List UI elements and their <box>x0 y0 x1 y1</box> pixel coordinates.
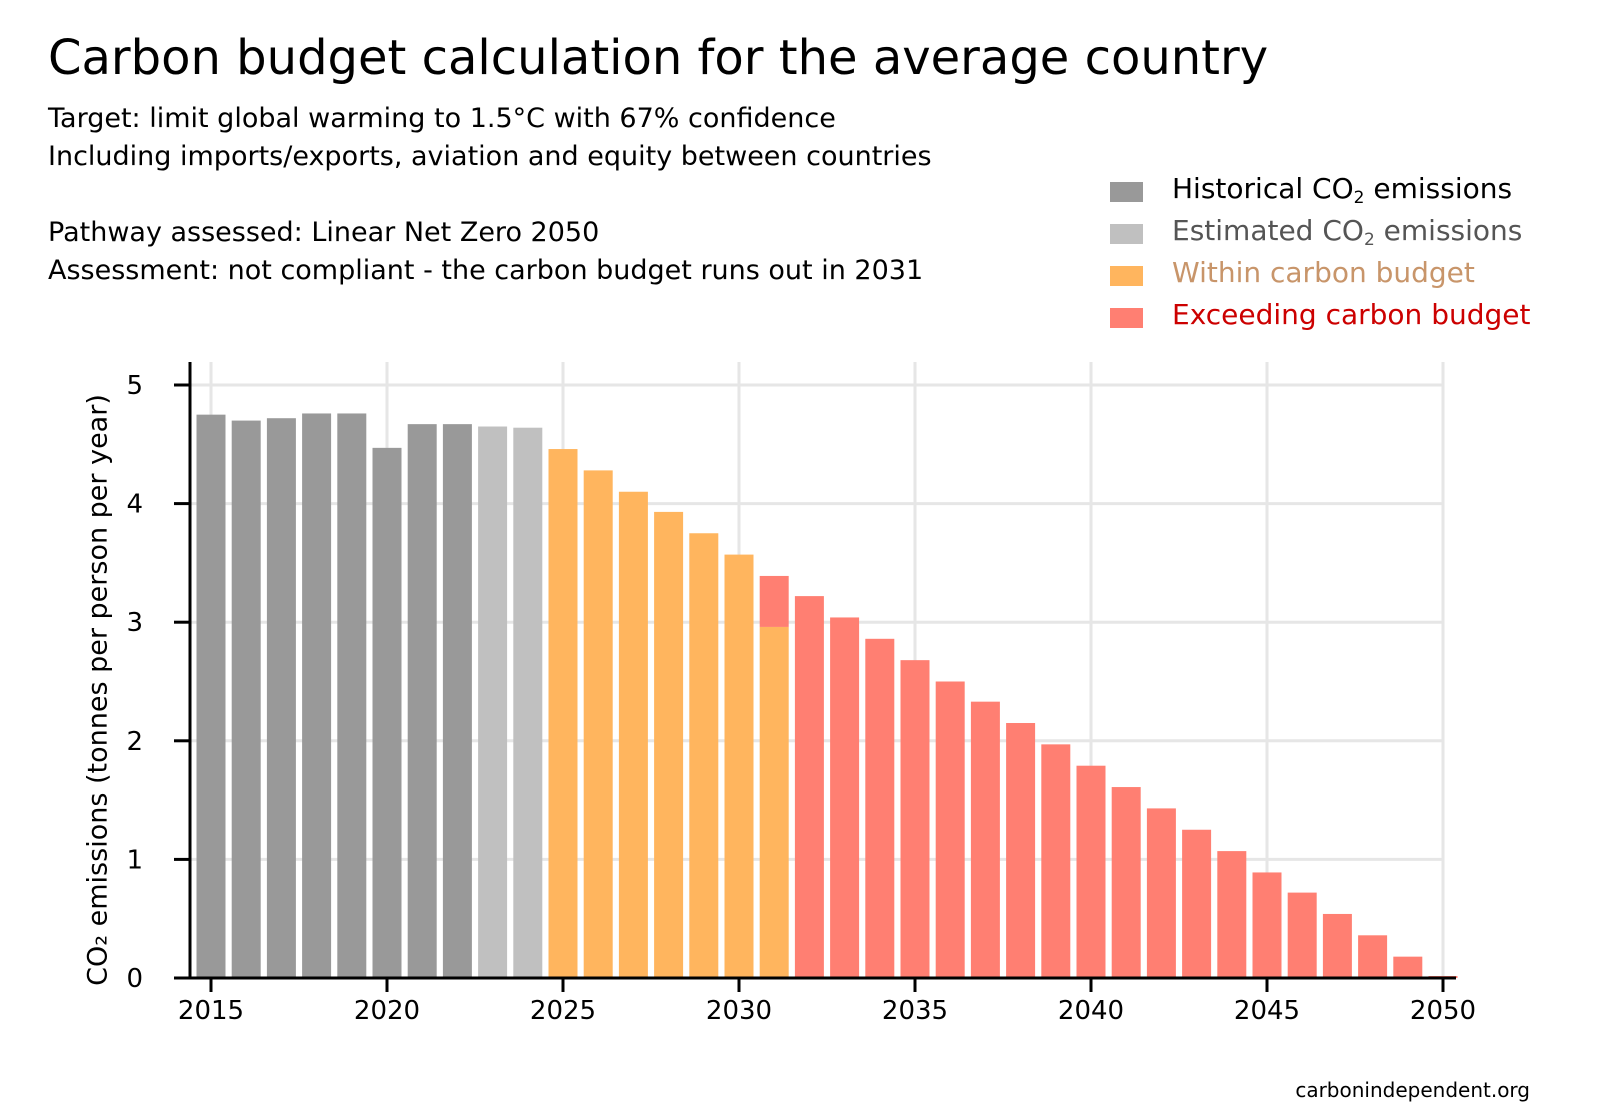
bar-2021 <box>407 424 437 978</box>
bar-2044-exceeding <box>1217 851 1247 978</box>
y-tick-label: 2 <box>126 727 143 757</box>
y-axis-label: CO₂ emissions (tonnes per person per yea… <box>82 394 114 986</box>
x-tick-label: 2030 <box>706 996 772 1026</box>
legend-swatch-historical <box>1110 182 1143 202</box>
y-tick-label: 4 <box>126 490 143 520</box>
bar-2023 <box>478 426 508 978</box>
subtitle-assessment: Assessment: not compliant - the carbon b… <box>48 255 924 286</box>
bar-2033-exceeding <box>830 617 860 978</box>
bar-2025-within <box>548 449 578 978</box>
bar-2030-within <box>724 554 754 978</box>
bar-2029-within <box>689 533 719 978</box>
bar-2018 <box>302 413 332 978</box>
bar-2028-within <box>654 511 684 978</box>
bar-2043-exceeding <box>1182 829 1212 978</box>
x-tick-label: 2045 <box>1234 996 1300 1026</box>
bar-2034-exceeding <box>865 638 895 978</box>
x-tick-label: 2025 <box>530 996 596 1026</box>
bar-2037-exceeding <box>970 701 1000 978</box>
bar-2019 <box>337 413 367 978</box>
bar-2015 <box>196 414 226 978</box>
bar-2046-exceeding <box>1287 892 1317 978</box>
bar-2038-exceeding <box>1006 723 1036 978</box>
y-tick-label: 5 <box>126 371 143 401</box>
bar-2027-within <box>618 491 648 978</box>
page-title: Carbon budget calculation for the averag… <box>48 30 1269 86</box>
bar-2017 <box>266 418 296 978</box>
y-tick-label: 1 <box>126 845 143 875</box>
bar-2049-exceeding <box>1393 956 1423 978</box>
bar-2035-exceeding <box>900 660 930 978</box>
bar-2040-exceeding <box>1076 765 1106 978</box>
bar-2036-exceeding <box>935 681 965 978</box>
legend-label-estimated: Estimated CO2 emissions <box>1172 214 1523 250</box>
legend-swatch-within <box>1110 266 1143 286</box>
bar-2048-exceeding <box>1358 935 1388 978</box>
legend-swatch-estimated <box>1110 224 1143 244</box>
legend-swatch-exceeding <box>1110 308 1143 328</box>
x-tick-label: 2050 <box>1410 996 1476 1026</box>
bar-2031-exceeding <box>759 575 789 627</box>
bar-2045-exceeding <box>1252 872 1282 978</box>
legend-label-within: Within carbon budget <box>1172 256 1475 289</box>
x-tick-label: 2015 <box>178 996 244 1026</box>
bar-2047-exceeding <box>1322 913 1352 978</box>
bar-2022 <box>442 424 472 978</box>
source-credit: carbonindependent.org <box>1295 1078 1530 1102</box>
bar-2031-within <box>759 626 789 978</box>
legend-label-exceeding: Exceeding carbon budget <box>1172 298 1531 331</box>
bar-2032-exceeding <box>794 596 824 978</box>
subtitle-target: Target: limit global warming to 1.5°C wi… <box>48 103 836 134</box>
bar-2016 <box>231 420 261 979</box>
legend-label-historical: Historical CO2 emissions <box>1172 172 1513 208</box>
bar-2024 <box>513 427 543 978</box>
bar-2041-exceeding <box>1111 787 1141 978</box>
bar-2026-within <box>583 470 613 978</box>
x-tick-label: 2035 <box>882 996 948 1026</box>
y-tick-label: 3 <box>126 608 143 638</box>
subtitle-pathway: Pathway assessed: Linear Net Zero 2050 <box>48 217 600 248</box>
subtitle-scope: Including imports/exports, aviation and … <box>48 141 932 172</box>
bar-2020 <box>372 447 402 978</box>
x-tick-label: 2020 <box>354 996 420 1026</box>
bar-2042-exceeding <box>1146 808 1176 978</box>
y-tick-label: 0 <box>126 964 143 994</box>
x-tick-label: 2040 <box>1058 996 1124 1026</box>
bar-2039-exceeding <box>1041 744 1071 978</box>
